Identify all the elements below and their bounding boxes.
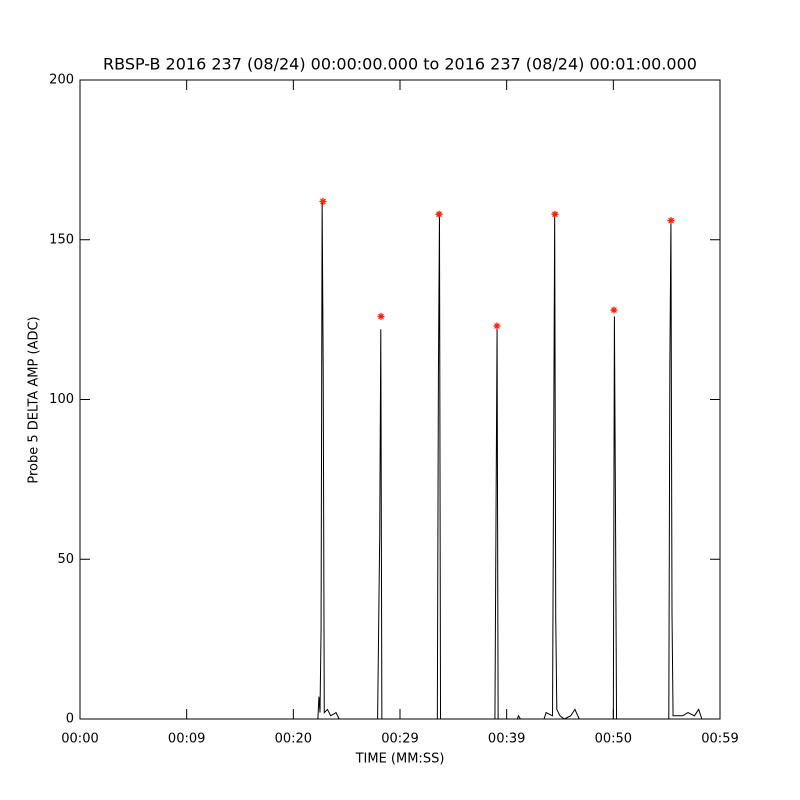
x-axis-label: TIME (MM:SS) [355, 752, 445, 767]
peak-marker [377, 312, 385, 320]
y-tick-label: 0 [66, 712, 74, 727]
x-tick-label: 00:29 [381, 732, 418, 747]
peak-marker [319, 197, 327, 205]
x-tick-label: 00:09 [168, 732, 205, 747]
x-tick-label: 00:59 [701, 732, 738, 747]
peak-marker [667, 217, 675, 225]
y-tick-label: 150 [49, 232, 74, 247]
peak-marker [435, 210, 443, 218]
x-tick-label: 00:20 [275, 732, 312, 747]
y-tick-label: 200 [49, 73, 74, 88]
chart-title: RBSP-B 2016 237 (08/24) 00:00:00.000 to … [103, 55, 697, 74]
x-tick-label: 00:50 [595, 732, 632, 747]
y-tick-label: 50 [57, 552, 74, 567]
data-line [80, 201, 720, 720]
y-axis-label: Probe 5 DELTA AMP (ADC) [27, 316, 42, 483]
x-tick-label: 00:00 [61, 732, 98, 747]
x-tick-label: 00:39 [488, 732, 525, 747]
peak-marker [610, 306, 618, 314]
peak-marker [493, 322, 501, 330]
y-tick-label: 100 [49, 392, 74, 407]
peak-marker [551, 210, 559, 218]
